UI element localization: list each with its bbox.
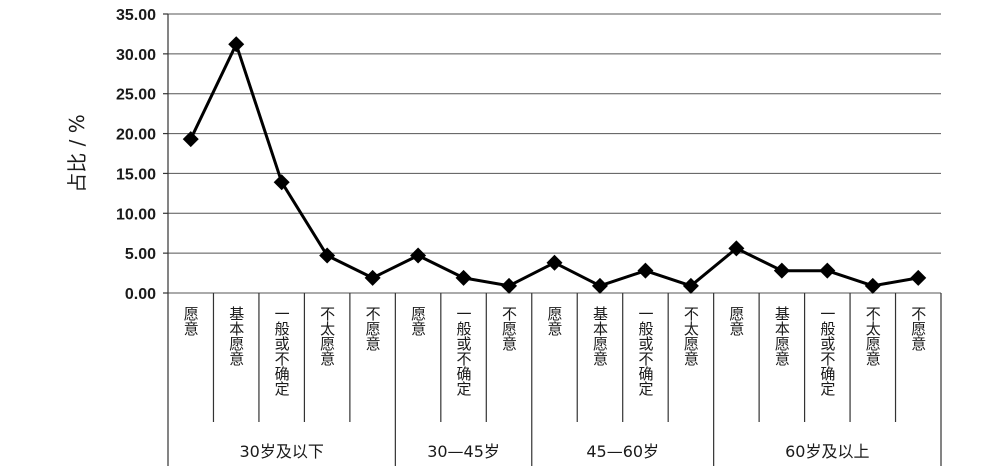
category-label: 不太愿意 bbox=[864, 306, 882, 366]
category-label: 不愿意 bbox=[909, 306, 927, 351]
category-label: 不愿意 bbox=[500, 306, 518, 351]
group-label: 30岁及以下 bbox=[239, 442, 323, 461]
data-point-marker bbox=[410, 247, 427, 264]
data-point-marker bbox=[819, 262, 836, 279]
group-labels: 30岁及以下 30—45岁 45—60岁 60岁及以上 bbox=[239, 442, 869, 461]
y-tick-label: 25.00 bbox=[116, 87, 156, 104]
group-label: 45—60岁 bbox=[586, 442, 659, 461]
category-label: 愿意 bbox=[727, 306, 745, 336]
data-point-marker bbox=[773, 262, 790, 279]
category-label: 一般或不确定 bbox=[636, 306, 654, 397]
data-point-marker bbox=[364, 269, 381, 286]
series bbox=[182, 36, 927, 294]
data-point-marker bbox=[682, 277, 699, 294]
category-label: 基本愿意 bbox=[227, 306, 245, 366]
category-labels: 愿意 基本愿意 一般或不确定 不太愿意 不愿意 愿意 一般或不确定 不愿意 愿意 基本愿意 一般或不… bbox=[182, 306, 928, 397]
axes bbox=[163, 13, 942, 466]
data-point-marker bbox=[728, 240, 745, 257]
category-label: 一般或不确定 bbox=[455, 306, 473, 397]
gridlines bbox=[168, 13, 941, 294]
category-label: 不太愿意 bbox=[318, 306, 336, 366]
category-label: 不愿意 bbox=[364, 306, 382, 351]
group-label: 60岁及以上 bbox=[785, 442, 869, 461]
y-tick-label: 10.00 bbox=[116, 206, 156, 223]
y-tick-label: 30.00 bbox=[116, 47, 156, 64]
category-label: 一般或不确定 bbox=[273, 306, 291, 397]
data-point-marker bbox=[637, 262, 654, 279]
data-point-marker bbox=[501, 277, 518, 294]
y-tick-label: 35.00 bbox=[116, 7, 156, 24]
category-label: 愿意 bbox=[409, 306, 427, 336]
data-point-marker bbox=[591, 277, 608, 294]
category-label: 基本愿意 bbox=[773, 306, 791, 366]
category-label: 愿意 bbox=[182, 306, 200, 336]
y-axis-label: 占比 / % bbox=[65, 114, 89, 192]
category-label: 不太愿意 bbox=[682, 306, 700, 366]
data-point-marker bbox=[228, 36, 245, 53]
y-tick-label: 0.00 bbox=[125, 286, 156, 303]
y-tick-label: 20.00 bbox=[116, 127, 156, 144]
data-point-marker bbox=[546, 254, 563, 271]
category-label: 一般或不确定 bbox=[818, 306, 836, 397]
data-point-marker bbox=[182, 131, 199, 148]
data-point-marker bbox=[319, 247, 336, 264]
y-tick-labels: 0.00 5.00 10.00 15.00 20.00 25.00 30.00 35.00 bbox=[116, 7, 156, 303]
data-point-marker bbox=[910, 269, 927, 286]
series-line bbox=[189, 42, 919, 288]
data-point-marker bbox=[864, 277, 881, 294]
category-label: 基本愿意 bbox=[591, 306, 609, 366]
category-label: 愿意 bbox=[546, 306, 564, 336]
data-point-marker bbox=[273, 174, 290, 191]
data-point-marker bbox=[455, 269, 472, 286]
y-tick-label: 15.00 bbox=[116, 166, 156, 183]
group-label: 30—45岁 bbox=[427, 442, 500, 461]
y-tick-label: 5.00 bbox=[125, 246, 156, 263]
